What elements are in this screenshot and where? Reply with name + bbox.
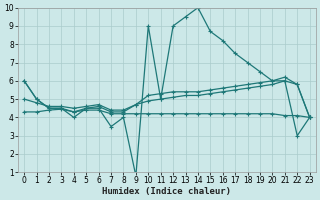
X-axis label: Humidex (Indice chaleur): Humidex (Indice chaleur) [102, 187, 231, 196]
